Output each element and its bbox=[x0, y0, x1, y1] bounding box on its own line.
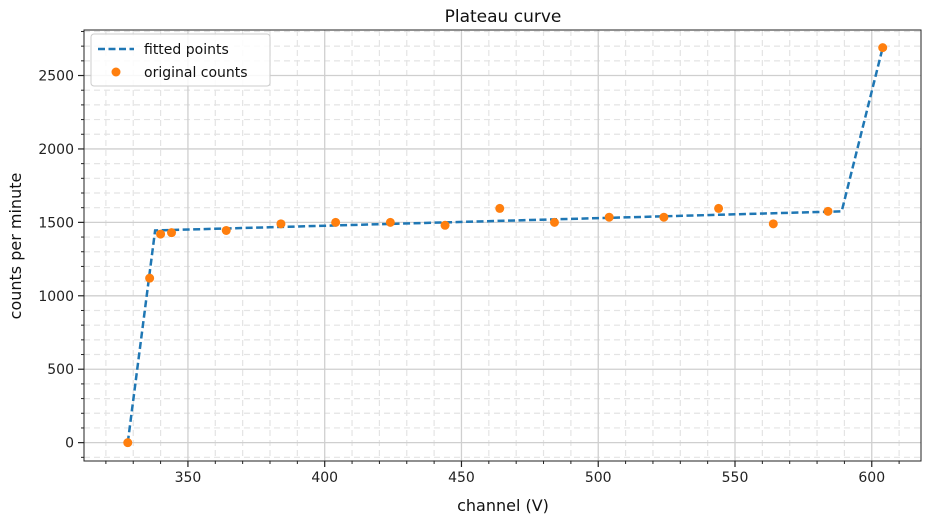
original-counts-point bbox=[385, 217, 395, 227]
original-counts-point bbox=[495, 203, 505, 213]
y-tick-labels: 0 500 1000 1500 2000 2500 bbox=[38, 69, 74, 452]
series-layer bbox=[123, 43, 888, 448]
x-tick-label: 450 bbox=[448, 470, 475, 486]
original-counts-point bbox=[123, 438, 133, 448]
legend: fitted points original counts bbox=[90, 33, 271, 87]
original-counts-point bbox=[714, 203, 724, 213]
x-tick-label: 400 bbox=[311, 470, 338, 486]
chart-title: Plateau curve bbox=[445, 7, 562, 27]
original-counts-point bbox=[823, 206, 833, 216]
x-axis-label: channel (V) bbox=[457, 496, 549, 515]
original-counts-point bbox=[549, 217, 559, 227]
legend-box bbox=[90, 33, 271, 87]
original-counts-point bbox=[156, 229, 166, 239]
y-tick-label: 2500 bbox=[38, 69, 74, 85]
x-tick-labels: 350 400 450 500 550 600 bbox=[175, 470, 886, 486]
original-counts-point bbox=[659, 212, 669, 222]
original-counts-point bbox=[221, 225, 231, 235]
x-tick-label: 550 bbox=[722, 470, 749, 486]
original-counts-point bbox=[145, 273, 155, 283]
y-axis-label: counts per minute bbox=[6, 173, 25, 320]
legend-label-fitted-points: fitted points bbox=[144, 42, 229, 58]
y-tick-label: 1000 bbox=[38, 289, 74, 305]
x-tick-label: 500 bbox=[585, 470, 612, 486]
axis-ticks bbox=[78, 30, 900, 467]
original-counts-point bbox=[440, 220, 450, 230]
minor-grid bbox=[84, 30, 921, 461]
y-tick-label: 1500 bbox=[38, 215, 74, 231]
plot-area-frame bbox=[83, 29, 922, 462]
legend-marker-original-counts bbox=[111, 67, 121, 77]
original-counts-point bbox=[768, 219, 778, 229]
original-counts-point bbox=[878, 43, 888, 53]
x-tick-label: 600 bbox=[858, 470, 885, 486]
original-counts-point bbox=[604, 212, 614, 222]
original-counts-point bbox=[167, 228, 177, 238]
y-tick-label: 0 bbox=[65, 436, 74, 452]
x-tick-label: 350 bbox=[175, 470, 202, 486]
legend-label-original-counts: original counts bbox=[144, 65, 248, 81]
original-counts-point bbox=[331, 217, 341, 227]
y-tick-label: 500 bbox=[47, 362, 74, 378]
original-counts-point bbox=[276, 219, 286, 229]
y-tick-label: 2000 bbox=[38, 142, 74, 158]
series-fitted-points-line bbox=[126, 47, 884, 443]
